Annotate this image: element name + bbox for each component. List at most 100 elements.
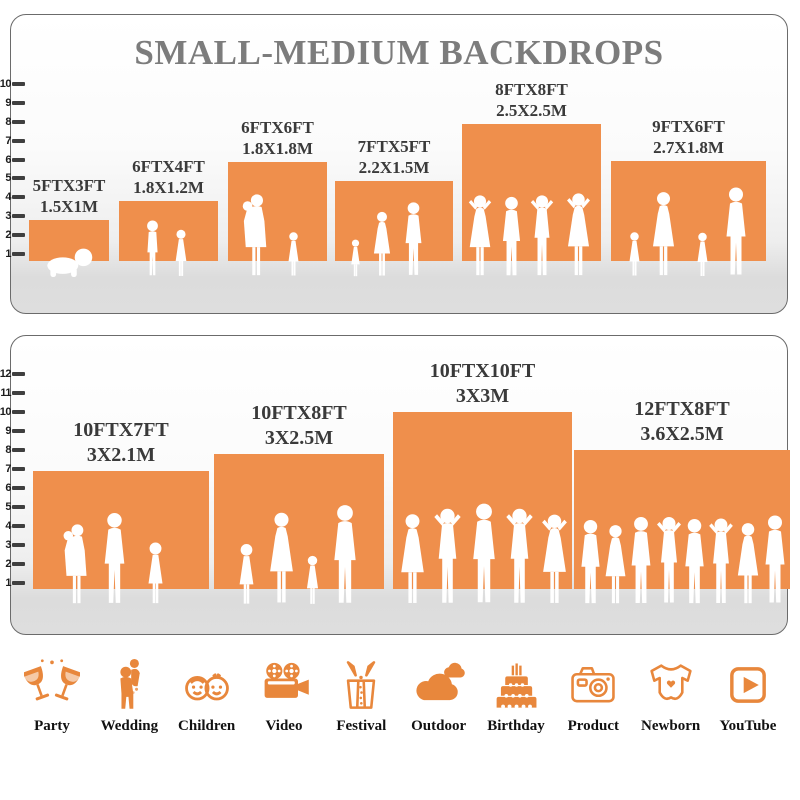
ruler-tick: 5 — [0, 171, 25, 185]
category-youtube: YouTube — [710, 656, 786, 735]
backdrop-bar: 12FTX8FT 3.6X2.5M — [574, 398, 790, 604]
backdrop-size-label: 10FTX8FT 3X2.5M — [251, 402, 347, 449]
backdrop-bar: 10FTX7FT 3X2.1M — [33, 419, 209, 604]
ruler-tick: 4 — [0, 190, 25, 204]
person — [605, 525, 626, 604]
ruler-number: 7 — [5, 463, 11, 475]
person — [148, 542, 163, 604]
person — [434, 508, 461, 603]
backdrop-bar: 6FTX4FT 1.8X1.2M — [119, 157, 218, 276]
backdrop-size-label: 5FTX3FT 1.5X1M — [32, 175, 106, 216]
birthday-icon — [496, 663, 537, 709]
ruler-number: 9 — [5, 425, 11, 437]
tick-mark — [12, 410, 25, 414]
ruler-number: 6 — [5, 154, 11, 166]
person — [242, 194, 267, 276]
category-label: Birthday — [487, 718, 545, 734]
category-label: Children — [178, 718, 236, 734]
panel-small-medium: SMALL-MEDIUM BACKDROPS 10 9 8 7 6 5 4 3 … — [0, 14, 788, 314]
category-outdoor: Outdoor — [401, 656, 477, 735]
person — [530, 195, 554, 276]
person — [709, 518, 733, 604]
person — [288, 232, 299, 276]
category-product: Product — [555, 656, 631, 735]
tick-mark — [12, 524, 25, 528]
tick-mark — [12, 82, 25, 86]
person — [542, 514, 567, 603]
person — [147, 220, 158, 276]
people-silhouettes — [239, 505, 356, 604]
ruler-tick: 5 — [0, 500, 25, 514]
ruler-number: 3 — [5, 210, 11, 222]
ruler-number: 5 — [5, 172, 11, 184]
backdrop-bar: 8FTX8FT 2.5X2.5M — [462, 80, 601, 276]
backdrop-size-label: 9FTX6FT 2.7X1.8M — [652, 116, 725, 157]
people-silhouettes — [629, 187, 746, 276]
people-silhouettes — [63, 513, 163, 604]
ruler-tick: 8 — [0, 443, 25, 457]
tick-mark — [12, 581, 25, 585]
person — [726, 187, 746, 275]
ruler-tick: 7 — [0, 462, 25, 476]
tick-mark — [12, 467, 25, 471]
newborn-icon — [649, 664, 692, 701]
tick-mark — [12, 233, 25, 237]
ruler-number: 11 — [0, 387, 11, 399]
category-newborn: Newborn — [633, 656, 709, 735]
ruler-number: 3 — [5, 539, 11, 551]
category-label: Outdoor — [411, 718, 467, 734]
person — [502, 196, 521, 276]
category-label: Festival — [336, 718, 387, 734]
tick-mark — [12, 120, 25, 124]
backdrop-size-label: 7FTX5FT 2.2X1.5M — [357, 136, 431, 177]
tick-mark — [12, 391, 25, 395]
category-birthday: Birthday — [478, 656, 554, 735]
ruler-tick: 1 — [0, 247, 25, 261]
category-label: Video — [265, 718, 303, 734]
backdrop-size-label: 12FTX8FT 3.6X2.5M — [634, 398, 730, 445]
tick-mark — [12, 195, 25, 199]
person — [405, 202, 422, 275]
person — [334, 505, 356, 603]
panel-medium-large: 12 11 10 9 8 7 6 5 4 3 2 1 10FTX7FT 3X2.… — [0, 335, 790, 635]
backdrop-bar: 10FTX8FT 3X2.5M — [214, 402, 384, 604]
ruler-tick: 1 — [0, 576, 25, 590]
tick-mark — [12, 214, 25, 218]
person — [737, 523, 759, 604]
ruler-number: 2 — [5, 558, 11, 570]
ruler-number: 2 — [5, 229, 11, 241]
ruler-tick: 4 — [0, 519, 25, 533]
ruler-number: 8 — [5, 444, 11, 456]
person — [652, 192, 675, 276]
person — [468, 195, 492, 276]
ruler-tick: 6 — [0, 481, 25, 495]
person — [631, 516, 651, 604]
page-title: SMALL-MEDIUM BACKDROPS — [134, 33, 664, 72]
wedding-icon — [120, 658, 141, 709]
tick-mark — [12, 176, 25, 180]
tick-mark — [12, 101, 25, 105]
ruler-tick: 8 — [0, 115, 25, 129]
category-label: YouTube — [719, 718, 777, 734]
person — [373, 211, 391, 276]
backdrop-size-label: 10FTX10FT 3X3M — [429, 360, 536, 407]
category-wedding: Wedding — [91, 656, 167, 735]
category-label: Product — [567, 718, 619, 734]
video-icon — [264, 662, 309, 698]
tick-mark — [12, 252, 25, 256]
ruler-number: 4 — [5, 191, 11, 203]
tick-mark — [12, 543, 25, 547]
people-silhouettes — [401, 503, 567, 603]
category-label: Newborn — [641, 718, 701, 734]
person — [473, 503, 495, 603]
backdrop-bar: 7FTX5FT 2.2X1.5M — [335, 137, 453, 277]
people-silhouettes — [47, 248, 93, 277]
product-icon — [571, 667, 616, 703]
backdrop-size-label: 10FTX7FT 3X2.1M — [73, 419, 169, 466]
category-festival: Festival — [323, 656, 399, 735]
backdrop-bar: 6FTX6FT 1.8X1.8M — [228, 118, 327, 276]
ruler-tick: 2 — [0, 228, 25, 242]
category-children: Children — [169, 656, 245, 735]
ruler-number: 12 — [0, 368, 12, 380]
person — [351, 239, 360, 277]
